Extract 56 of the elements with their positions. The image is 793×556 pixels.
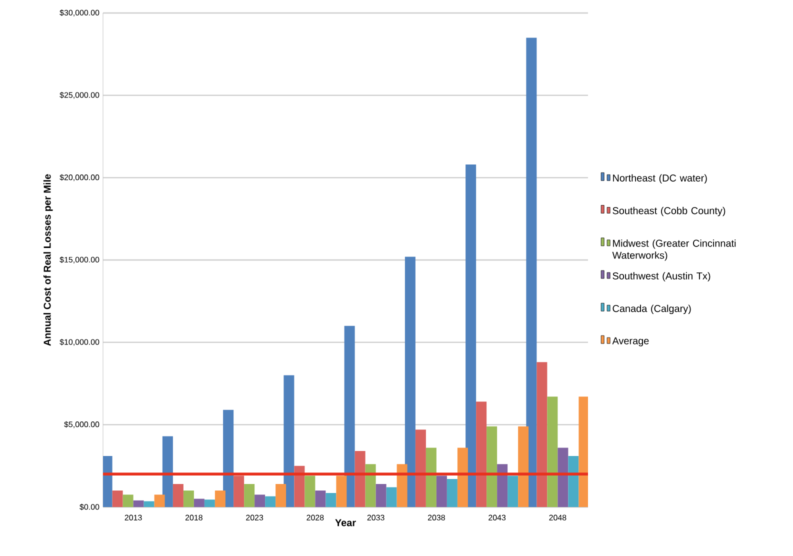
bar xyxy=(344,326,355,507)
bar xyxy=(508,476,518,507)
bar xyxy=(568,456,579,507)
bar xyxy=(103,456,112,507)
bar xyxy=(172,484,184,507)
bar xyxy=(446,479,458,507)
y-axis-title: Annual Cost of Real Losses per Mile xyxy=(43,174,53,346)
legend-label: Southwest (Austin Tx) xyxy=(612,272,710,282)
bar xyxy=(457,448,468,507)
legend-label: Northeast (DC water) xyxy=(613,174,707,184)
bar xyxy=(223,410,234,507)
legend-label: Midwest (Greater Cincinnati Waterworks) xyxy=(612,240,736,261)
bar xyxy=(315,490,326,507)
bar xyxy=(254,494,266,507)
bar xyxy=(265,496,276,507)
bar xyxy=(386,487,397,507)
bar xyxy=(284,375,294,507)
bar xyxy=(415,430,426,507)
bar xyxy=(304,476,316,507)
bar xyxy=(234,476,244,507)
bar xyxy=(276,484,286,507)
bar xyxy=(518,426,529,507)
bar xyxy=(133,500,144,507)
bar xyxy=(244,484,255,507)
bar xyxy=(526,38,537,507)
bar xyxy=(112,490,123,507)
bar xyxy=(497,464,508,507)
bar xyxy=(162,436,173,507)
bar xyxy=(436,476,447,507)
bar xyxy=(396,464,408,507)
bar xyxy=(376,484,386,507)
bar xyxy=(122,494,134,507)
legend-label: Southeast (Cobb County) xyxy=(612,206,726,216)
bar xyxy=(476,402,487,507)
bar xyxy=(326,493,336,507)
bar xyxy=(558,448,568,507)
bar xyxy=(144,501,154,507)
bar xyxy=(354,451,366,507)
bar xyxy=(404,256,416,507)
bar xyxy=(183,490,194,507)
bar xyxy=(536,362,548,507)
bar xyxy=(547,396,558,507)
bar xyxy=(294,466,305,507)
x-axis-title: Year xyxy=(335,519,356,526)
bar xyxy=(486,426,498,507)
legend-label: Canada (Calgary) xyxy=(612,304,691,314)
bar xyxy=(365,464,376,507)
legend-label: Average xyxy=(612,337,649,346)
bar xyxy=(204,500,215,507)
bar xyxy=(194,498,204,507)
bar xyxy=(578,396,588,507)
bar xyxy=(214,490,226,507)
bar xyxy=(336,476,347,507)
bar xyxy=(426,448,436,507)
bar xyxy=(154,494,165,507)
bar xyxy=(466,164,476,507)
